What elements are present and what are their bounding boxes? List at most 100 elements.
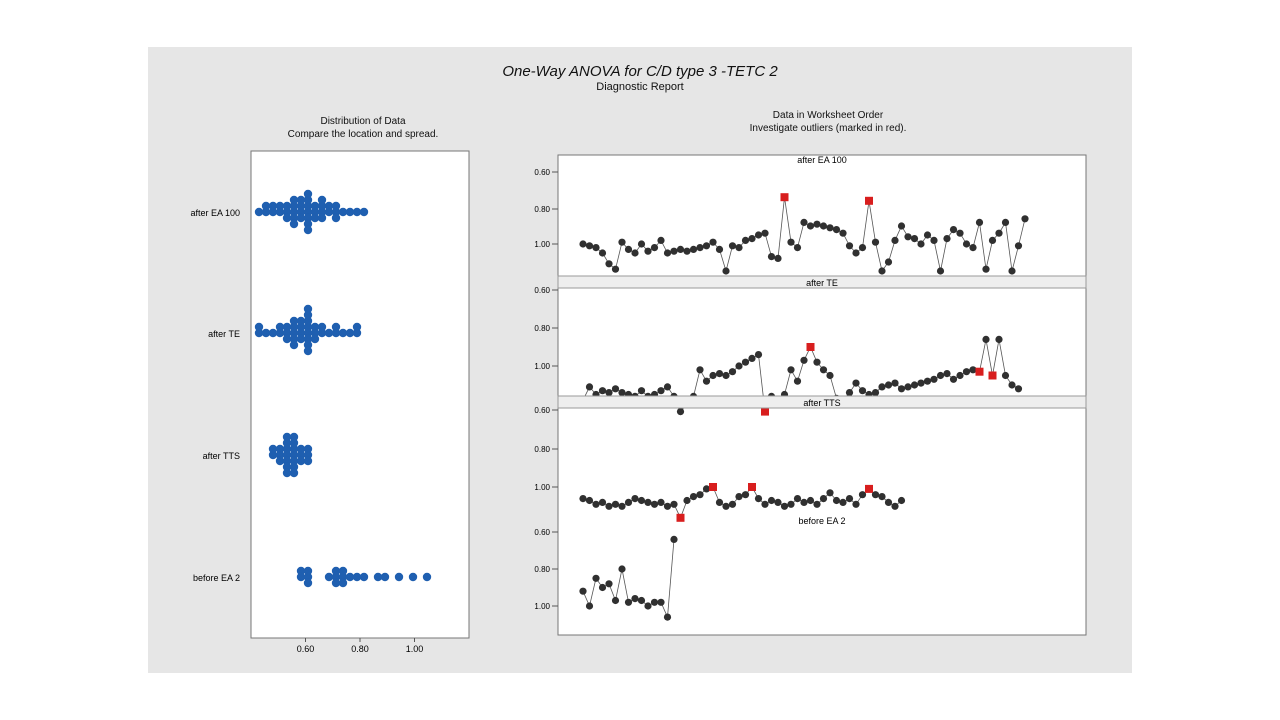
worksheet-y-tick-label: 0.60 <box>534 406 550 415</box>
distribution-dot <box>282 468 292 478</box>
distribution-dot <box>310 207 320 217</box>
worksheet-point <box>579 495 587 503</box>
worksheet-point <box>592 574 600 582</box>
worksheet-point <box>891 379 899 387</box>
distribution-dot <box>296 195 306 205</box>
distribution-dot <box>310 328 320 338</box>
distribution-dot <box>352 207 362 217</box>
worksheet-point <box>930 375 938 383</box>
worksheet-point <box>598 249 607 257</box>
distribution-dot <box>275 456 285 466</box>
worksheet-point <box>702 377 711 385</box>
distribution-dot <box>282 334 292 344</box>
distribution-dot <box>289 195 299 205</box>
distribution-dot <box>296 201 306 211</box>
worksheet-point <box>956 371 964 380</box>
worksheet-point <box>663 613 672 621</box>
worksheet-y-tick-label: 0.80 <box>534 205 550 214</box>
worksheet-point <box>962 368 971 376</box>
worksheet-point <box>663 383 672 391</box>
worksheet-point <box>741 358 750 366</box>
distribution-header: Distribution of Data Compare the locatio… <box>238 115 488 141</box>
worksheet-point <box>936 267 945 275</box>
distribution-dot <box>345 572 355 582</box>
distribution-dot <box>317 213 327 223</box>
distribution-dot <box>380 572 390 582</box>
worksheet-point <box>917 379 925 387</box>
worksheet-subtitle: Investigate outliers (marked in red). <box>749 123 907 134</box>
distribution-dot <box>310 334 320 344</box>
worksheet-point <box>917 240 925 248</box>
worksheet-unusual-point <box>865 484 873 493</box>
distribution-dot <box>282 213 292 223</box>
distribution-dot <box>268 450 278 460</box>
worksheet-point <box>767 496 776 505</box>
worksheet-point <box>995 229 1003 237</box>
distribution-category-label: after TE <box>208 329 240 339</box>
distribution-dot <box>296 207 306 217</box>
distribution-dot <box>296 444 306 454</box>
distribution-dot <box>289 213 299 223</box>
distribution-dot <box>338 207 348 217</box>
distribution-dot <box>289 340 299 350</box>
distribution-dot <box>303 566 313 576</box>
worksheet-point <box>735 493 743 501</box>
worksheet-unusual-point <box>761 407 769 416</box>
distribution-category-label: after TTS <box>203 451 240 461</box>
worksheet-point <box>605 260 613 268</box>
worksheet-point <box>1021 215 1029 223</box>
distribution-dot <box>317 201 327 211</box>
distribution-dot <box>303 304 313 314</box>
distribution-dot <box>296 316 306 326</box>
worksheet-point <box>884 258 893 266</box>
distribution-dot <box>289 322 299 332</box>
worksheet-point <box>644 498 652 506</box>
worksheet-point <box>637 596 646 605</box>
worksheet-point <box>702 242 711 250</box>
worksheet-point <box>605 580 613 588</box>
worksheet-point <box>787 366 795 374</box>
distribution-dot <box>331 213 341 223</box>
worksheet-point <box>689 245 698 253</box>
distribution-category-label: after EA 100 <box>190 208 240 218</box>
distribution-dot <box>422 572 432 582</box>
worksheet-point <box>943 370 951 378</box>
distribution-dot <box>296 322 306 332</box>
distribution-dot <box>282 201 292 211</box>
worksheet-y-tick-label: 1.00 <box>534 362 550 371</box>
worksheet-point <box>904 233 912 241</box>
distribution-dot <box>303 450 313 460</box>
worksheet-point <box>1008 267 1016 275</box>
distribution-dot <box>275 322 285 332</box>
worksheet-point <box>631 595 639 603</box>
worksheet-point <box>696 491 704 499</box>
worksheet-y-tick-label: 1.00 <box>534 483 550 492</box>
worksheet-point <box>618 238 626 246</box>
distribution-dot <box>303 456 313 466</box>
worksheet-point <box>735 362 743 370</box>
worksheet-y-tick-label: 0.60 <box>534 528 550 537</box>
worksheet-point <box>748 354 756 362</box>
worksheet-point <box>728 242 737 250</box>
worksheet-point <box>1008 381 1016 389</box>
worksheet-point <box>728 368 737 376</box>
distribution-dot <box>282 456 292 466</box>
distribution-dot <box>331 578 341 588</box>
distribution-dot <box>275 328 285 338</box>
distribution-dot <box>303 578 313 588</box>
distribution-x-tick-label: 0.80 <box>351 644 369 654</box>
distribution-dot <box>254 207 264 217</box>
worksheet-point <box>982 265 990 273</box>
worksheet-point <box>618 565 626 573</box>
worksheet-point <box>897 496 906 505</box>
distribution-dot <box>289 328 299 338</box>
worksheet-point <box>969 244 977 252</box>
distribution-dot <box>289 201 299 211</box>
report-title: One-Way ANOVA for C/D type 3 -TETC 2 <box>502 63 778 80</box>
distribution-dot <box>303 334 313 344</box>
distribution-dot <box>268 207 278 217</box>
distribution-dot <box>303 444 313 454</box>
distribution-dot <box>303 213 313 223</box>
distribution-dot <box>303 310 313 320</box>
worksheet-point <box>650 500 659 508</box>
